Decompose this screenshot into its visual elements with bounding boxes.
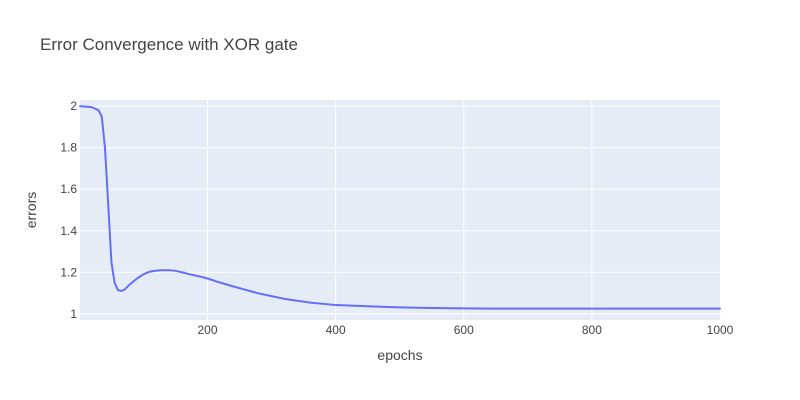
chart-title: Error Convergence with XOR gate (40, 35, 298, 54)
y-tick-label: 1.6 (60, 182, 77, 196)
y-tick-label: 1.2 (60, 265, 77, 279)
plot-area (80, 100, 720, 320)
y-tick-label: 1.4 (60, 224, 77, 238)
y-tick-label: 1.8 (60, 141, 77, 155)
x-tick-label: 400 (326, 323, 346, 337)
x-tick-label: 1000 (707, 323, 734, 337)
y-axis-title: errors (23, 192, 39, 229)
x-tick-label: 200 (197, 323, 217, 337)
x-tick-label: 600 (454, 323, 474, 337)
y-tick-label: 1 (70, 307, 77, 321)
x-tick-label: 800 (582, 323, 602, 337)
y-tick-label: 2 (70, 99, 77, 113)
x-axis-title: epochs (377, 347, 422, 363)
